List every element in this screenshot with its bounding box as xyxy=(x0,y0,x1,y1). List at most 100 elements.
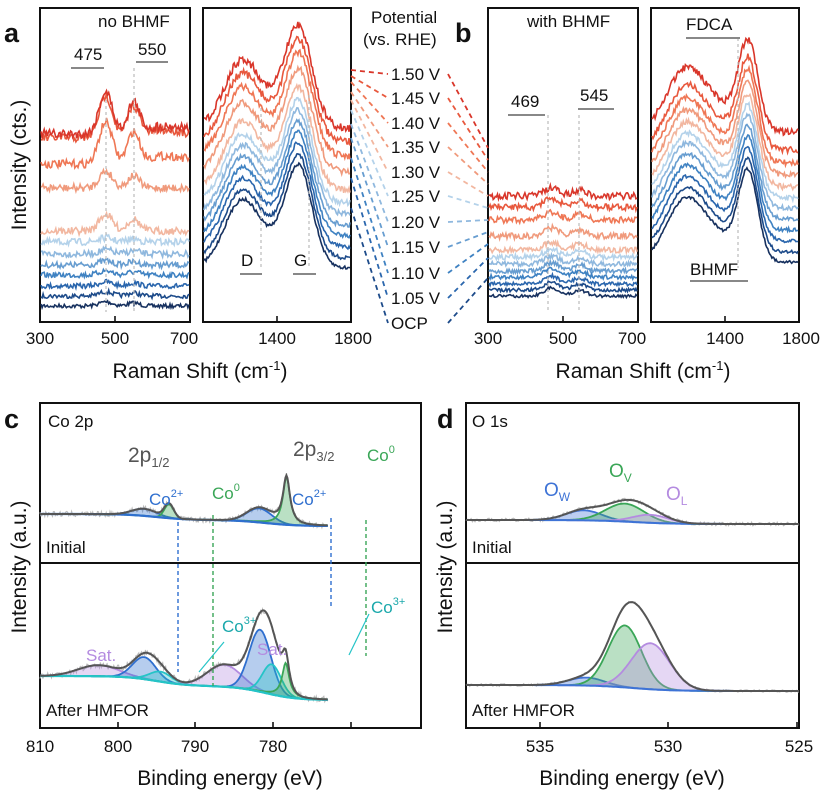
tick-b-700: 700 xyxy=(618,329,646,348)
label-ov: OV xyxy=(609,461,632,485)
peak-bars xyxy=(71,37,748,282)
undefined-6 xyxy=(651,101,799,204)
tick-a-300: 300 xyxy=(26,329,54,348)
c-after-sat-12-fill xyxy=(40,665,328,700)
legend-left-link-3 xyxy=(350,91,389,148)
legend-label-7: 1.15 V xyxy=(391,238,441,257)
undefined-3 xyxy=(488,266,638,282)
undefined-9 xyxy=(40,117,190,171)
undefined-9 xyxy=(488,208,638,226)
undefined-6 xyxy=(40,233,190,248)
tick-a-1400: 1400 xyxy=(258,329,296,348)
undefined-5 xyxy=(489,251,638,269)
potential-legend: 1.50 V 1.45 V 1.40 V 1.35 V 1.30 V 1.25 V 1.20… xyxy=(391,65,441,333)
legend-right-link-10 xyxy=(447,277,489,324)
c-initial-envelope xyxy=(40,472,328,527)
band-label-d: D xyxy=(241,251,253,270)
panel-d-xlabel: Binding energy (eV) xyxy=(539,767,725,790)
undefined-0 xyxy=(651,166,799,265)
label-co3-a: Co3+ xyxy=(222,615,256,636)
panel-c-frame xyxy=(39,402,422,729)
undefined-6 xyxy=(203,96,351,208)
tick-b-500: 500 xyxy=(549,329,577,348)
undefined-7 xyxy=(488,238,638,256)
undefined-8 xyxy=(488,222,638,243)
label-co0-b: Co0 xyxy=(367,444,395,465)
panel-d-frame xyxy=(465,402,800,729)
undefined-7 xyxy=(40,210,190,238)
label-co2-b: Co2+ xyxy=(292,488,326,509)
tick-a-700: 700 xyxy=(170,329,198,348)
panel-label-c: c xyxy=(4,404,19,434)
undefined-2 xyxy=(40,278,190,292)
undefined-5 xyxy=(651,112,799,212)
panel-d-after: After HMFOR xyxy=(472,701,575,720)
panel-c-after: After HMFOR xyxy=(46,701,149,720)
peak-label-545: 545 xyxy=(580,86,608,105)
panel-c-ylabel: Intensity (a.u.) xyxy=(8,500,31,633)
d-initial-ov-fill xyxy=(466,503,799,524)
undefined-11 xyxy=(40,88,190,140)
label-ow: OW xyxy=(544,480,571,504)
peak-label-469: 469 xyxy=(511,92,539,111)
bhmf-label: BHMF xyxy=(690,260,738,279)
legend-label-3: 1.35 V xyxy=(391,138,441,157)
tick-c-790: 790 xyxy=(181,737,209,756)
label-co2-a: Co2+ xyxy=(149,488,183,509)
legend-right-link-6 xyxy=(447,219,489,223)
legend-right-link-3 xyxy=(447,146,489,185)
undefined-3 xyxy=(40,267,190,280)
label-ol: OL xyxy=(666,484,688,508)
panel-label-a: a xyxy=(4,18,20,48)
potential-legend-connectors xyxy=(350,69,489,324)
undefined-10 xyxy=(488,196,638,214)
panel-a-ylabel: Intensity (cts.) xyxy=(8,100,31,231)
c-after-envelope xyxy=(40,609,328,701)
legend-label-8: 1.10 V xyxy=(391,264,441,283)
undefined-4 xyxy=(40,257,190,271)
undefined-8 xyxy=(203,64,351,178)
panel-d-initial: Initial xyxy=(472,538,512,557)
panel-a-xlabel: Raman Shift (cm-1) xyxy=(113,358,288,383)
panel-d-ylabel: Intensity (a.u.) xyxy=(434,500,457,633)
tick-d-535: 535 xyxy=(526,737,554,756)
legend-right-link-7 xyxy=(447,231,489,248)
undefined-5 xyxy=(203,107,351,218)
legend-left-link-5 xyxy=(350,109,389,197)
d-after-envelope xyxy=(466,601,799,692)
legend-left-link-2 xyxy=(350,81,389,124)
co3-pointers xyxy=(198,613,370,673)
undefined-1 xyxy=(488,280,638,294)
legend-left-link-1 xyxy=(350,75,389,99)
legend-label-6: 1.20 V xyxy=(391,213,441,232)
undefined-11 xyxy=(203,21,351,133)
undefined-10 xyxy=(203,35,351,146)
c-after-background xyxy=(40,674,328,701)
co2p-curves xyxy=(39,472,329,704)
panel-c-xlabel: Binding energy (eV) xyxy=(137,767,323,790)
legend-right-link-1 xyxy=(447,97,489,161)
label-2p12: 2p1/2 xyxy=(128,444,169,470)
undefined-2 xyxy=(203,141,351,251)
d-after-ol-fill xyxy=(466,643,799,691)
panel-label-d: d xyxy=(437,404,454,434)
peak-label-475: 475 xyxy=(74,45,102,64)
top-ticks xyxy=(39,316,800,322)
undefined-4 xyxy=(203,118,351,228)
panel-c-initial: Initial xyxy=(46,538,86,557)
undefined-11 xyxy=(488,181,638,203)
panel-c-title: Co 2p xyxy=(48,412,93,431)
tick-b-1800: 1800 xyxy=(782,329,820,348)
legend-right-link-8 xyxy=(447,243,489,274)
legend-left-link-4 xyxy=(350,99,389,173)
legend-right-link-0 xyxy=(447,73,489,149)
tick-b-300: 300 xyxy=(474,329,502,348)
undefined-9 xyxy=(203,48,351,162)
legend-left-link-9 xyxy=(350,177,389,299)
undefined-3 xyxy=(651,133,799,234)
undefined-10 xyxy=(651,53,799,156)
d-initial-envelope xyxy=(466,498,799,525)
undefined-1 xyxy=(203,152,351,261)
tick-d-525: 525 xyxy=(785,737,813,756)
